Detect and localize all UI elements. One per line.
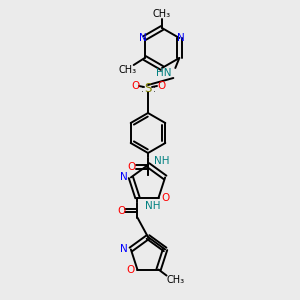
Text: CH₃: CH₃ bbox=[118, 65, 137, 75]
Text: CH₃: CH₃ bbox=[167, 274, 184, 285]
Text: HN: HN bbox=[156, 68, 171, 78]
Text: CH₃: CH₃ bbox=[153, 9, 171, 19]
Text: NH: NH bbox=[145, 201, 160, 211]
Text: N: N bbox=[177, 33, 185, 43]
Text: N: N bbox=[120, 244, 128, 254]
Text: O: O bbox=[128, 162, 136, 172]
Text: S: S bbox=[144, 82, 152, 94]
Text: :: : bbox=[153, 85, 155, 94]
Text: N: N bbox=[139, 33, 147, 43]
Text: O: O bbox=[161, 193, 170, 202]
Text: :: : bbox=[141, 85, 143, 94]
Text: O: O bbox=[131, 81, 139, 91]
Text: N: N bbox=[120, 172, 128, 182]
Text: NH: NH bbox=[154, 156, 170, 166]
Text: O: O bbox=[126, 265, 134, 275]
Text: O: O bbox=[117, 206, 125, 216]
Text: O: O bbox=[157, 81, 165, 91]
